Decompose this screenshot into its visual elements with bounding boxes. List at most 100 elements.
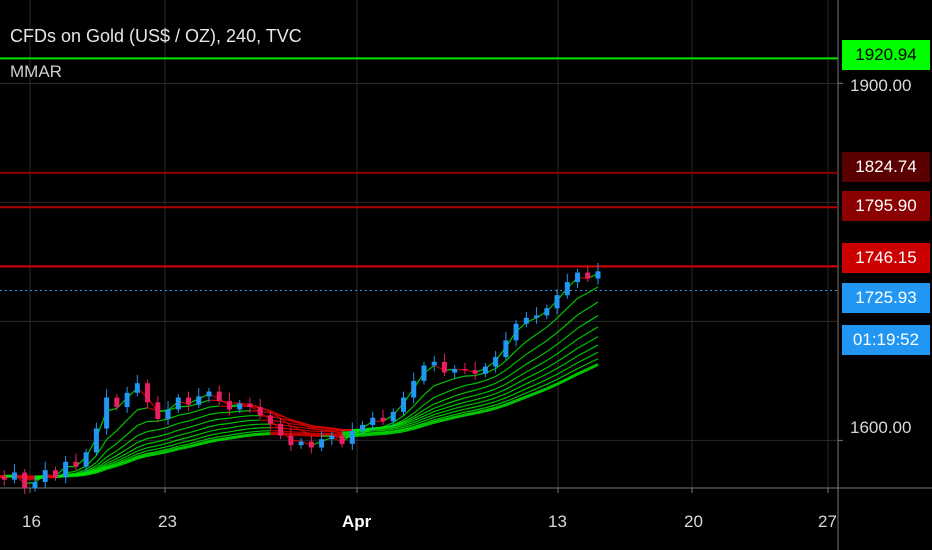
mmar-ribbon-segment — [587, 336, 599, 344]
mmar-ribbon-segment — [546, 353, 558, 361]
mmar-ribbon-segment — [444, 388, 455, 394]
mmar-ribbon-segment — [495, 400, 507, 406]
mmar-ribbon-segment — [362, 428, 374, 434]
mmar-ribbon-segment — [505, 399, 517, 407]
mmar-ribbon-segment — [444, 407, 455, 413]
mmar-ribbon-segment — [116, 419, 128, 431]
mmar-ribbon-segment — [526, 347, 537, 355]
mmar-ribbon-segment — [75, 470, 87, 475]
mmar-ribbon-segment — [106, 462, 118, 468]
candle-body — [63, 461, 69, 478]
mmar-ribbon-segment — [403, 418, 414, 424]
chart-title: CFDs on Gold (US$ / OZ), 240, TVC — [10, 26, 302, 46]
mmar-ribbon-segment — [219, 431, 230, 434]
mmar-ribbon-segment — [556, 307, 568, 319]
mmar-ribbon-segment — [331, 432, 343, 435]
mmar-ribbon-segment — [485, 401, 496, 406]
mmar-ribbon-segment — [515, 388, 527, 394]
mmar-ribbon-segment — [147, 452, 159, 457]
mmar-ribbon-segment — [485, 397, 496, 402]
mmar-ribbon-segment — [566, 327, 578, 337]
mmar-ribbon-segment — [577, 341, 589, 349]
mmar-ribbon-segment — [526, 357, 537, 365]
mmar-ribbon-segment — [495, 403, 507, 410]
x-tick-label: 23 — [158, 512, 177, 531]
mmar-ribbon-segment — [444, 414, 455, 418]
mmar-ribbon-segment — [137, 420, 148, 427]
mmar-ribbon-segment — [106, 450, 118, 458]
mmar-ribbon-segment — [157, 418, 169, 422]
mmar-ribbon-segment — [433, 392, 445, 398]
mmar-ribbon-segment — [495, 388, 507, 395]
mmar-ribbon-segment — [290, 425, 302, 431]
mmar-ribbon-segment — [464, 399, 476, 403]
mmar-ribbon-segment — [393, 423, 404, 428]
mmar-ribbon-segment — [208, 418, 220, 422]
mmar-ribbon-segment — [515, 377, 527, 385]
mmar-ribbon-segment — [198, 413, 210, 419]
candle-body — [575, 272, 581, 283]
mmar-ribbon-segment — [444, 404, 455, 409]
mmar-ribbon-segment — [444, 411, 455, 416]
mmar-ribbon-segment — [85, 468, 97, 474]
mmar-ribbon-segment — [239, 419, 251, 423]
mmar-ribbon-segment — [423, 403, 435, 411]
mmar-ribbon-segment — [229, 429, 240, 433]
mmar-ribbon-segment — [566, 338, 578, 348]
mmar-ribbon-segment — [311, 434, 322, 437]
mmar-ribbon-segment — [413, 412, 425, 420]
indicator-label[interactable]: MMAR — [10, 62, 62, 81]
mmar-ribbon-segment — [126, 409, 138, 421]
mmar-ribbon-segment — [566, 314, 578, 325]
mmar-ribbon-segment — [556, 335, 568, 345]
mmar-ribbon-segment — [413, 415, 425, 422]
mmar-ribbon-segment — [106, 458, 118, 464]
mmar-ribbon-segment — [372, 426, 384, 430]
mmar-ribbon-segment — [546, 367, 558, 375]
candle-body — [370, 417, 376, 425]
mmar-ribbon-segment — [515, 392, 527, 398]
mmar-ribbon-segment — [136, 453, 148, 460]
mmar-ribbon-segment — [198, 426, 210, 431]
mmar-ribbon-segment — [505, 383, 517, 390]
mmar-ribbon-segment — [208, 436, 220, 440]
mmar-ribbon-segment — [106, 430, 118, 440]
mmar-ribbon-segment — [137, 447, 148, 452]
mmar-ribbon-segment — [515, 395, 527, 403]
mmar-ribbon-segment — [362, 432, 373, 435]
mmar-ribbon-segment — [178, 412, 189, 416]
mmar-ribbon-segment — [280, 414, 292, 421]
mmar-ribbon-segment — [587, 326, 599, 334]
mmar-ribbon-segment — [515, 363, 527, 372]
candle-body — [595, 271, 601, 279]
mmar-ribbon-segment — [587, 286, 599, 294]
mmar-ribbon-segment — [198, 420, 210, 426]
mmar-ribbon-segment — [239, 431, 251, 435]
mmar-ribbon-segment — [403, 423, 414, 428]
mmar-ribbon-segment — [106, 460, 118, 466]
mmar-ribbon-segment — [219, 417, 230, 420]
mmar-ribbon-segment — [556, 368, 568, 375]
mmar-ribbon-segment — [423, 407, 435, 414]
mmar-ribbon-segment — [566, 297, 578, 309]
mmar-ribbon-segment — [270, 410, 281, 416]
mmar-ribbon-segment — [485, 388, 496, 394]
mmar-ribbon-segment — [393, 426, 404, 430]
x-tick-label: 13 — [548, 512, 567, 531]
candle-body — [319, 439, 325, 448]
mmar-ribbon-segment — [526, 378, 537, 385]
mmar-ribbon-segment — [525, 333, 537, 342]
candle-body — [431, 361, 437, 366]
mmar-ribbon-segment — [280, 417, 292, 422]
candle-body — [360, 424, 366, 431]
mmar-ribbon-segment — [413, 420, 425, 426]
x-tick-label: Apr — [342, 512, 372, 531]
mmar-ribbon-segment — [474, 386, 486, 391]
mmar-ribbon-segment — [526, 383, 537, 390]
mmar-ribbon-segment — [403, 426, 415, 433]
mmar-ribbon-segment — [413, 404, 425, 414]
candle-body — [226, 401, 232, 410]
mmar-ribbon-segment — [290, 431, 302, 433]
